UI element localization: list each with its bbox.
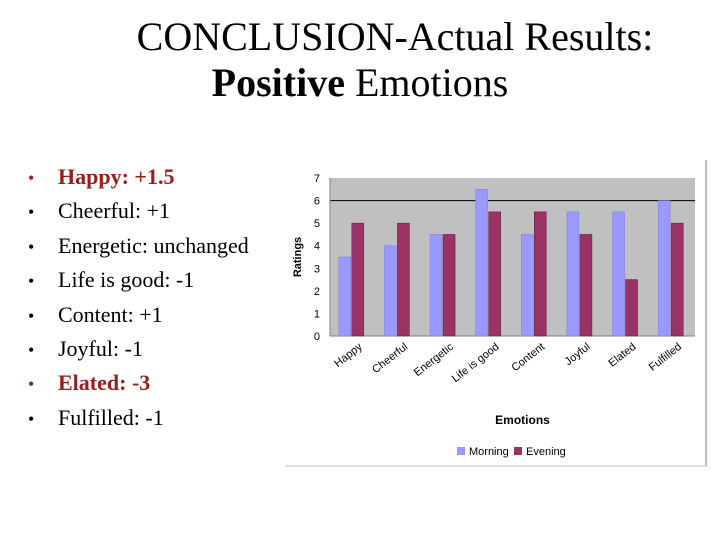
x-tick-label: Happy <box>332 341 365 370</box>
bullet-list: • Happy: +1.5 • Cheerful: +1 • Energetic: unc… <box>28 160 249 435</box>
bar-evening <box>397 222 410 337</box>
title-line-1: CONCLUSION-Actual Results: <box>136 14 654 59</box>
x-tick-label: Life is good <box>450 341 502 385</box>
bullet-dot: • <box>28 271 35 292</box>
bullet-dot: • <box>28 168 35 188</box>
bullet-dot: • <box>28 236 35 257</box>
y-tick-label: 2 <box>314 286 320 298</box>
x-tick-label: Energetic <box>412 341 456 379</box>
bullet-item: • Cheerful: +1 <box>28 194 249 228</box>
bullet-dot: • <box>28 339 35 360</box>
bullet-text: Fulfilled: -1 <box>58 404 164 430</box>
y-axis-label: Ratings <box>292 237 304 277</box>
bullet-item: • Energetic: unchanged <box>28 229 249 263</box>
bar-morning <box>384 245 397 337</box>
x-axis-label: Emotions <box>495 413 550 427</box>
bullet-dot: • <box>28 408 35 429</box>
bullet-item: • Happy: +1.5 <box>28 160 249 194</box>
bullet-text: Cheerful: +1 <box>58 198 170 224</box>
bar-evening <box>670 222 684 337</box>
bullet-dot: • <box>28 202 35 223</box>
legend-swatch <box>514 447 522 455</box>
chart-container: 0 1 2 3 4 5 6 7 Ratings Happy Cheerful Energetic Lif… <box>285 160 707 467</box>
bar-morning <box>521 234 534 337</box>
bullet-text: Happy: +1.5 <box>58 164 175 189</box>
bullet-text: Energetic: unchanged <box>58 232 249 258</box>
y-tick-label: 0 <box>314 331 320 343</box>
bar-evening <box>625 279 638 337</box>
bar-evening <box>488 211 501 337</box>
bullet-dot: • <box>28 305 35 326</box>
bullet-text: Content: +1 <box>58 301 163 327</box>
bar-evening <box>351 222 365 337</box>
x-tick-label: Joyful <box>563 341 593 368</box>
bullet-item: • Content: +1 <box>28 298 249 332</box>
slide-title: CONCLUSION-Actual Results: Positive Emot… <box>0 14 720 106</box>
bullet-text: Life is good: -1 <box>58 267 195 293</box>
bar-morning <box>475 189 488 337</box>
bullet-item: • Life is good: -1 <box>28 263 249 297</box>
bullet-dot: • <box>28 374 35 395</box>
bar-morning <box>657 200 671 337</box>
bullet-text: Elated: -3 <box>58 370 151 396</box>
bullet-text: Joyful: -1 <box>58 335 143 361</box>
y-tick-label: 3 <box>314 263 320 275</box>
legend-label: Morning <box>469 446 509 458</box>
x-tick-label: Content <box>509 341 547 374</box>
title-emotions: Emotions <box>344 60 509 105</box>
x-tick-label: Fulfilled <box>647 341 684 374</box>
bullet-item: • Fulfilled: -1 <box>28 401 249 435</box>
title-positive: Positive <box>211 60 345 105</box>
y-tick-label: 6 <box>314 196 320 208</box>
bar-evening <box>534 211 547 337</box>
bar-evening <box>442 234 456 337</box>
bar-morning <box>338 256 352 337</box>
title-line-2: Positive Emotions <box>0 60 720 106</box>
bar-morning <box>429 234 443 337</box>
x-tick-label: Cheerful <box>370 341 410 376</box>
y-tick-label: 1 <box>314 308 320 320</box>
bar-evening <box>579 234 593 337</box>
y-tick-label: 4 <box>314 241 320 253</box>
bar-morning <box>566 211 580 337</box>
legend-label: Evening <box>526 446 566 458</box>
y-tick-label: 7 <box>314 173 320 185</box>
x-tick-label: Elated <box>606 341 638 370</box>
bar-chart: 0 1 2 3 4 5 6 7 Ratings Happy Cheerful EnergeticLif… <box>292 173 695 458</box>
y-tick-label: 5 <box>314 218 320 230</box>
bar-morning <box>612 211 625 337</box>
legend-swatch <box>457 447 465 455</box>
bullet-item: • Joyful: -1 <box>28 332 249 366</box>
bullet-item: • Elated: -3 <box>28 366 249 400</box>
